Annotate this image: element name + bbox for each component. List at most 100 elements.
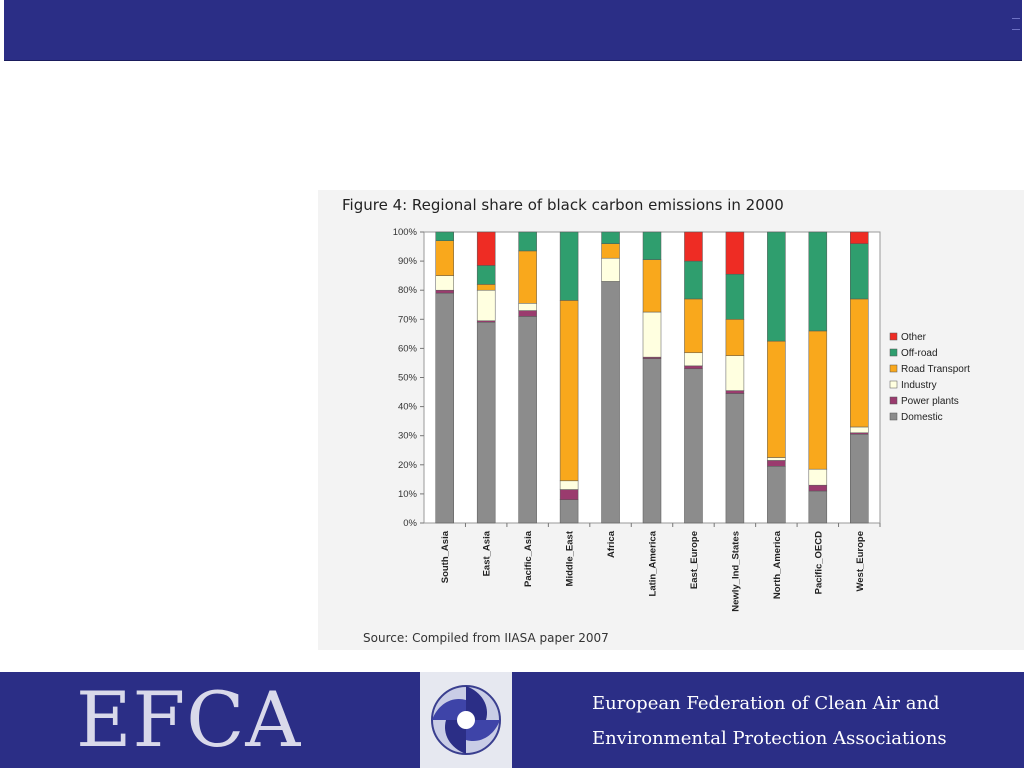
legend-label: Other	[901, 332, 927, 343]
y-tick-label: 50%	[398, 373, 418, 384]
bar-segment-industry	[850, 426, 869, 434]
legend-swatch	[889, 364, 898, 373]
x-tick-label: West_Europe	[855, 531, 866, 592]
x-tick-label: Latin_America	[648, 530, 659, 596]
legend-swatch	[889, 348, 898, 357]
y-tick-label: 10%	[398, 489, 418, 500]
bar-segment-off-road	[767, 231, 786, 342]
bar-segment-road-transport	[601, 243, 620, 259]
x-tick-label: Pacific_OECD	[813, 531, 824, 594]
x-tick-label: Middle_East	[565, 530, 576, 586]
bar-segment-off-road	[725, 273, 745, 320]
bar-segment-domestic	[642, 358, 662, 524]
bar-segment-domestic	[725, 393, 745, 524]
legend-label: Power plants	[901, 396, 959, 407]
y-tick-label: 20%	[398, 460, 418, 471]
y-tick-label: 90%	[398, 256, 418, 267]
bar-segment-road-transport	[642, 259, 662, 313]
bar-segment-domestic	[808, 490, 828, 524]
y-tick-label: 60%	[398, 343, 418, 354]
bar-segment-industry	[684, 352, 703, 367]
title-band	[4, 0, 1022, 61]
bar-segment-other	[476, 231, 496, 266]
bar-segment-off-road	[435, 231, 454, 241]
bar-segment-road-transport	[767, 340, 786, 458]
bar-segment-industry	[435, 275, 454, 291]
bar-segment-other	[684, 231, 703, 262]
efca-wordmark: EFCA	[76, 675, 302, 764]
bar-segment-domestic	[518, 316, 537, 524]
bar-segment-road-transport	[725, 319, 745, 356]
bar-segment-domestic	[850, 433, 869, 524]
legend-swatch	[889, 380, 898, 389]
bar-segment-industry	[767, 457, 786, 461]
bar-segment-power-plants	[684, 365, 703, 370]
bar-segment-industry	[559, 480, 579, 490]
legend-label: Industry	[901, 380, 937, 391]
bar-segment-road-transport	[808, 330, 828, 470]
stacked-bar-chart: 0% 10% 20% 30% 40% 50% 60% 70% 80% 90% 100% South_A…	[393, 227, 970, 612]
bar-segment-domestic	[767, 466, 786, 524]
legend-swatch	[889, 396, 898, 405]
bar-segment-industry	[725, 355, 745, 391]
legend-swatch	[889, 332, 898, 341]
x-tick-label: Africa	[606, 530, 617, 558]
bar-segment-industry	[808, 468, 828, 486]
legend-label: Off-road	[901, 348, 938, 359]
bar-segment-domestic	[684, 368, 703, 524]
organization-name: European Federation of Clean Air and Env…	[592, 686, 947, 756]
bar-segment-off-road	[642, 231, 662, 260]
bar-segment-power-plants	[435, 289, 454, 294]
bar-segment-other	[850, 231, 869, 244]
bar-segment-off-road	[476, 265, 496, 285]
y-tick-label: 70%	[398, 314, 418, 325]
figure-title: Figure 4: Regional share of black carbon…	[342, 196, 784, 214]
bar-segment-road-transport	[435, 240, 454, 276]
bar-segment-power-plants	[808, 484, 828, 492]
y-tick-label: 40%	[398, 402, 418, 413]
bar-segment-industry	[601, 257, 620, 282]
x-tick-label: Newly_Ind_States	[730, 531, 741, 612]
bar-segment-off-road	[850, 243, 869, 300]
bar-segment-off-road	[808, 231, 828, 332]
bar-segment-domestic	[435, 292, 454, 524]
bar-segment-domestic	[601, 281, 620, 524]
bar-segment-domestic	[559, 499, 579, 524]
bar-segment-off-road	[684, 260, 703, 300]
bar-segment-power-plants	[725, 390, 745, 394]
corner-mark	[1012, 18, 1020, 30]
bar-segment-road-transport	[684, 298, 703, 354]
y-tick-label: 0%	[403, 518, 417, 529]
efca-logo	[420, 672, 512, 768]
bar-segment-power-plants	[518, 310, 537, 317]
bar-segment-other	[725, 231, 745, 275]
bar-segment-domestic	[476, 321, 496, 524]
bar-segment-road-transport	[518, 250, 537, 304]
figure-source: Source: Compiled from IIASA paper 2007	[363, 631, 609, 645]
bar-segment-off-road	[518, 231, 537, 252]
efca-swirl-logo-icon	[431, 685, 501, 755]
x-tick-label: Pacific_Asia	[523, 530, 534, 587]
x-tick-label: North_America	[772, 530, 783, 599]
x-tick-label: South_Asia	[440, 530, 451, 583]
bar-segment-road-transport	[850, 298, 869, 428]
x-tick-label: East_Asia	[482, 530, 493, 576]
legend-label: Domestic	[901, 412, 943, 423]
bar-segment-off-road	[559, 231, 579, 301]
y-tick-label: 100%	[393, 227, 418, 238]
bar-segment-off-road	[601, 231, 620, 244]
bar-segment-power-plants	[559, 489, 579, 500]
bar-segment-road-transport	[559, 300, 579, 482]
organization-name-line-2: Environmental Protection Associations	[592, 728, 947, 749]
legend-swatch	[889, 412, 898, 421]
legend-label: Road Transport	[901, 364, 970, 375]
y-tick-label: 80%	[398, 285, 418, 296]
x-tick-label: East_Europe	[689, 531, 700, 589]
organization-name-line-1: European Federation of Clean Air and	[592, 693, 940, 714]
y-tick-label: 30%	[398, 431, 418, 442]
footer-band: EFCA European Federation of Clean Air an…	[0, 672, 1024, 768]
bar-segment-power-plants	[767, 460, 786, 467]
bar-segment-industry	[642, 311, 662, 358]
bar-segment-industry	[476, 289, 496, 322]
bar-segment-industry	[518, 303, 537, 311]
